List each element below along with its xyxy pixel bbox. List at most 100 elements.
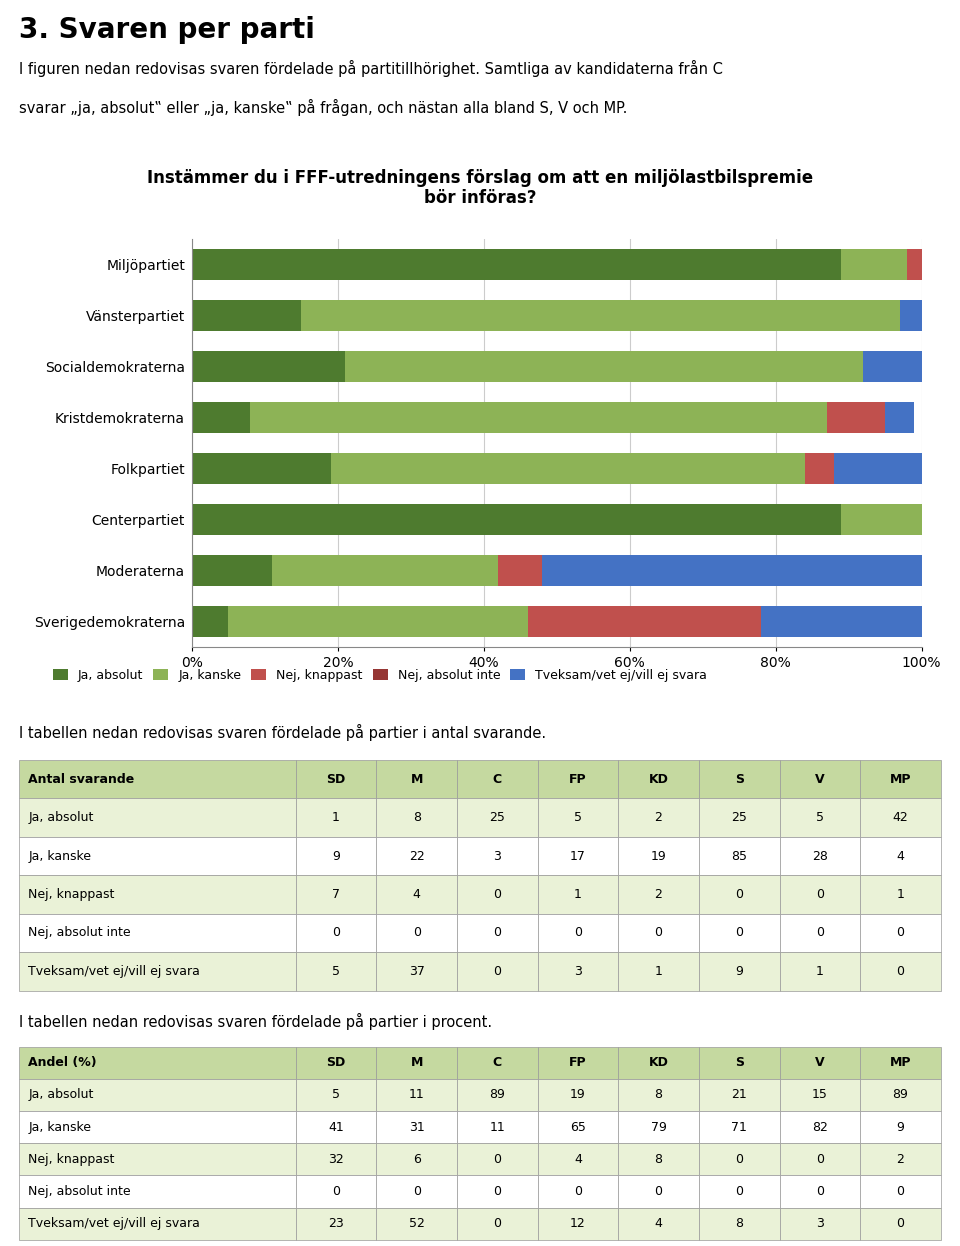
Text: 32: 32 — [328, 1153, 344, 1166]
Text: C: C — [492, 1057, 502, 1069]
Bar — [538, 760, 618, 799]
Text: 9: 9 — [897, 1120, 904, 1134]
Bar — [296, 875, 376, 913]
Bar — [699, 875, 780, 913]
Bar — [19, 1111, 296, 1144]
Text: 5: 5 — [574, 811, 582, 824]
Bar — [780, 1207, 860, 1240]
Text: 0: 0 — [897, 964, 904, 978]
Text: 3. Svaren per parti: 3. Svaren per parti — [19, 16, 315, 44]
Text: 0: 0 — [735, 927, 743, 939]
Text: 2: 2 — [655, 888, 662, 901]
Bar — [907, 249, 922, 280]
Text: 82: 82 — [812, 1120, 828, 1134]
Bar — [780, 799, 860, 837]
Text: 0: 0 — [332, 1185, 340, 1197]
Bar — [19, 1047, 296, 1079]
Text: 0: 0 — [816, 927, 824, 939]
Text: Tveksam/vet ej/vill ej svara: Tveksam/vet ej/vill ej svara — [29, 964, 201, 978]
Bar — [860, 1175, 941, 1207]
Text: 5: 5 — [332, 964, 340, 978]
Bar — [827, 402, 885, 434]
Bar — [699, 952, 780, 991]
Bar — [346, 351, 863, 383]
Text: 23: 23 — [328, 1217, 344, 1230]
Bar — [538, 837, 618, 875]
Bar — [538, 1175, 618, 1207]
Bar — [19, 799, 296, 837]
Text: MP: MP — [890, 1057, 911, 1069]
Text: 0: 0 — [735, 1185, 743, 1197]
Text: 41: 41 — [328, 1120, 344, 1134]
Text: 11: 11 — [409, 1089, 424, 1101]
Bar — [860, 1079, 941, 1111]
Text: 22: 22 — [409, 850, 424, 862]
Text: Ja, absolut: Ja, absolut — [29, 1089, 94, 1101]
Bar — [841, 249, 907, 280]
Text: Ja, kanske: Ja, kanske — [29, 850, 91, 862]
Text: 1: 1 — [332, 811, 340, 824]
Bar — [804, 454, 834, 483]
Bar — [19, 1207, 296, 1240]
Text: Ja, absolut: Ja, absolut — [29, 811, 94, 824]
Bar — [618, 1111, 699, 1144]
Bar — [860, 952, 941, 991]
Bar — [376, 837, 457, 875]
Bar — [538, 1144, 618, 1175]
Text: I tabellen nedan redovisas svaren fördelade på partier i procent.: I tabellen nedan redovisas svaren fördel… — [19, 1013, 492, 1029]
Text: 1: 1 — [655, 964, 662, 978]
Bar — [699, 1047, 780, 1079]
Text: 17: 17 — [570, 850, 586, 862]
Text: Andel (%): Andel (%) — [29, 1057, 97, 1069]
Bar — [457, 1175, 538, 1207]
Text: 0: 0 — [413, 1185, 420, 1197]
Text: KD: KD — [649, 773, 668, 786]
Bar — [860, 760, 941, 799]
Bar — [538, 913, 618, 952]
Bar — [538, 952, 618, 991]
Text: 0: 0 — [493, 888, 501, 901]
Text: 0: 0 — [493, 1185, 501, 1197]
Text: 1: 1 — [897, 888, 904, 901]
Text: C: C — [492, 773, 502, 786]
Text: 25: 25 — [732, 811, 747, 824]
Text: 19: 19 — [651, 850, 666, 862]
Bar — [618, 799, 699, 837]
Text: 15: 15 — [812, 1089, 828, 1101]
Text: 3: 3 — [493, 850, 501, 862]
Bar — [296, 1111, 376, 1144]
Bar — [860, 837, 941, 875]
Text: V: V — [815, 773, 825, 786]
Bar — [699, 837, 780, 875]
Text: 0: 0 — [897, 1217, 904, 1230]
Text: 0: 0 — [655, 927, 662, 939]
Bar — [538, 799, 618, 837]
Bar — [699, 1079, 780, 1111]
Bar — [618, 1207, 699, 1240]
Bar — [376, 760, 457, 799]
Bar — [699, 1111, 780, 1144]
Bar — [19, 760, 296, 799]
Bar — [538, 1207, 618, 1240]
Bar — [376, 952, 457, 991]
Bar — [780, 952, 860, 991]
Text: 4: 4 — [897, 850, 904, 862]
Bar — [457, 799, 538, 837]
Text: I tabellen nedan redovisas svaren fördelade på partier i antal svarande.: I tabellen nedan redovisas svaren fördel… — [19, 724, 546, 740]
Text: SD: SD — [326, 1057, 346, 1069]
Text: 42: 42 — [893, 811, 908, 824]
Bar — [699, 799, 780, 837]
Text: SD: SD — [326, 773, 346, 786]
Text: M: M — [411, 1057, 422, 1069]
Bar — [296, 913, 376, 952]
Bar — [457, 1144, 538, 1175]
Text: 85: 85 — [732, 850, 747, 862]
Bar — [376, 799, 457, 837]
Text: 1: 1 — [574, 888, 582, 901]
Text: 37: 37 — [409, 964, 424, 978]
Text: 5: 5 — [816, 811, 824, 824]
Bar — [296, 952, 376, 991]
Text: 25: 25 — [490, 811, 505, 824]
Text: I figuren nedan redovisas svaren fördelade på partitillhörighet. Samtliga av kan: I figuren nedan redovisas svaren fördela… — [19, 60, 723, 77]
Text: FP: FP — [569, 773, 587, 786]
